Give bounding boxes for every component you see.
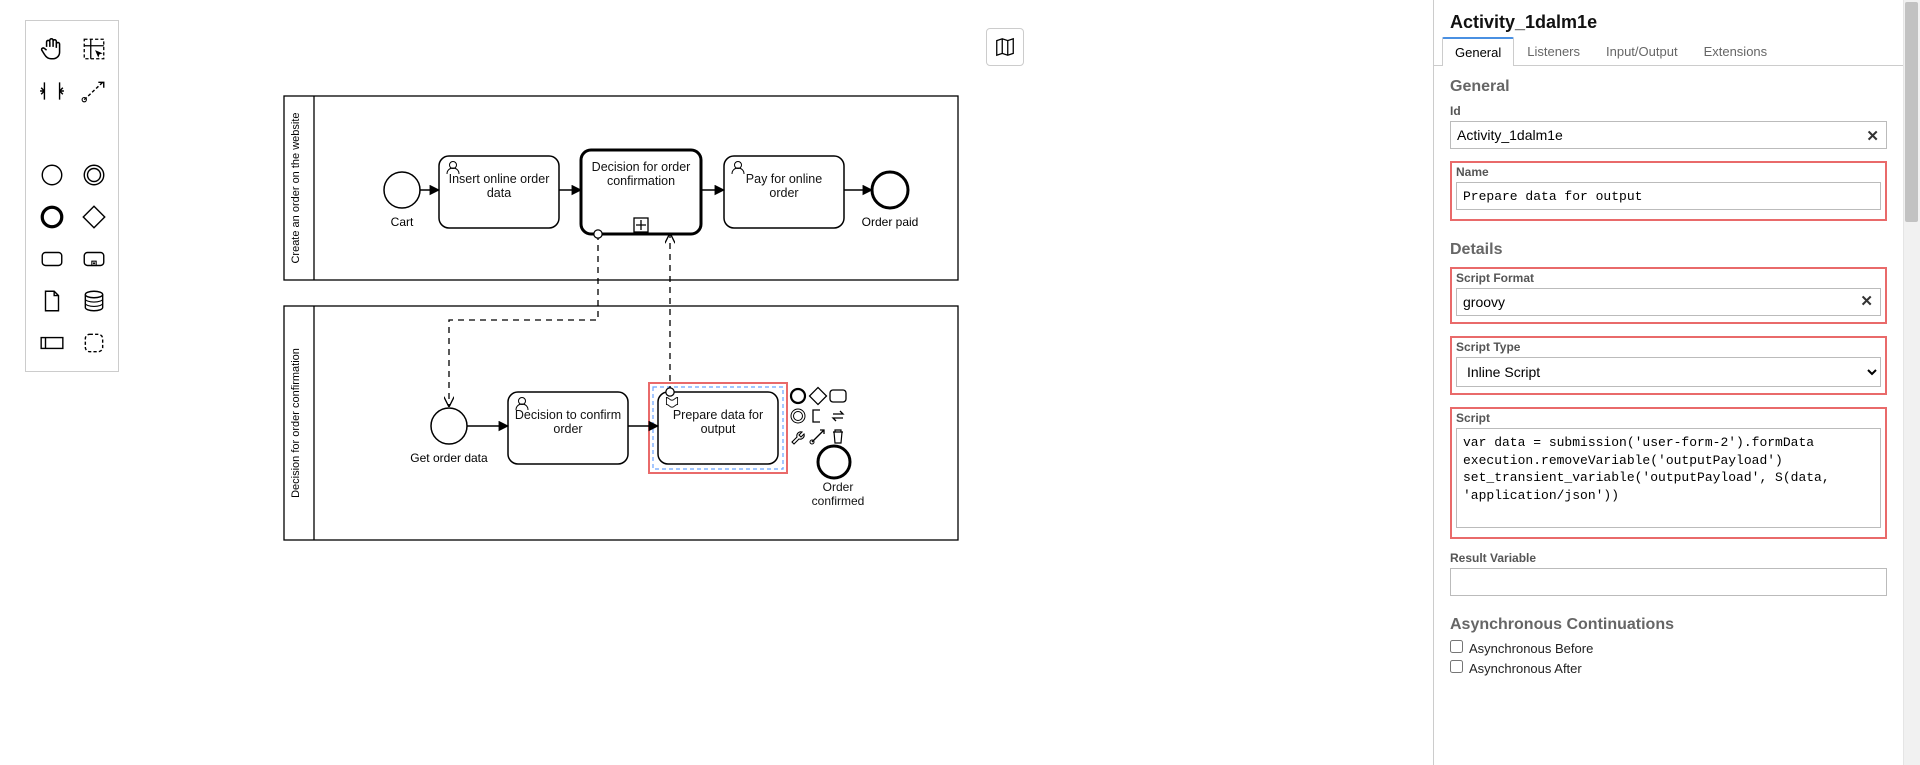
script-type-label: Script Type: [1456, 340, 1881, 354]
field-script-format: Script Format ✕: [1434, 263, 1903, 332]
svg-text:Get order data: Get order data: [410, 451, 488, 465]
script-type-select[interactable]: Inline Script: [1456, 357, 1881, 387]
pool1-title: Create an order on the website: [290, 112, 302, 263]
tab-listeners[interactable]: Listeners: [1514, 37, 1593, 66]
tab-io[interactable]: Input/Output: [1593, 37, 1691, 66]
pool-create-order[interactable]: Create an order on the website Cart Inse…: [284, 96, 958, 280]
section-async: Asynchronous Continuations: [1434, 604, 1903, 638]
field-script: Script var data = submission('user-form-…: [1434, 403, 1903, 547]
task-insert-order-data[interactable]: Insert online order data: [439, 156, 559, 228]
script-textarea[interactable]: var data = submission('user-form-2').for…: [1456, 428, 1881, 528]
field-name: Name Prepare data for output: [1434, 157, 1903, 229]
field-script-type: Script Type Inline Script: [1434, 332, 1903, 403]
section-general: General: [1434, 66, 1903, 100]
minimap-toggle[interactable]: [986, 28, 1024, 66]
name-input[interactable]: Prepare data for output: [1456, 182, 1881, 210]
async-before-checkbox[interactable]: [1450, 640, 1463, 653]
clear-icon[interactable]: ✕: [1866, 127, 1879, 145]
svg-text:Cart: Cart: [391, 215, 414, 229]
field-async-before: Asynchronous Before: [1434, 638, 1903, 658]
panel-tabs: General Listeners Input/Output Extension…: [1434, 37, 1903, 66]
scrollbar-thumb[interactable]: [1905, 2, 1918, 222]
subprocess-decision-confirmation[interactable]: Decision for order confirmation: [581, 150, 701, 234]
async-before-label[interactable]: Asynchronous Before: [1450, 641, 1593, 656]
async-after-label[interactable]: Asynchronous After: [1450, 661, 1582, 676]
panel-header-title: Activity_1dalm1e: [1434, 0, 1903, 37]
task-prepare-data-output[interactable]: Prepare data for output: [649, 383, 787, 473]
tab-general[interactable]: General: [1442, 37, 1514, 66]
bpmn-canvas[interactable]: Create an order on the website Cart Inse…: [0, 0, 1076, 765]
field-id: Id ✕: [1434, 100, 1903, 157]
script-format-input[interactable]: [1456, 288, 1881, 316]
tab-extensions[interactable]: Extensions: [1691, 37, 1781, 66]
field-result-variable: Result Variable: [1434, 547, 1903, 604]
result-variable-input[interactable]: [1450, 568, 1887, 596]
async-after-checkbox[interactable]: [1450, 660, 1463, 673]
field-async-after: Asynchronous After: [1434, 658, 1903, 678]
task-pay-online-order[interactable]: Pay for online order: [724, 156, 844, 228]
map-icon: [994, 36, 1016, 58]
script-format-label: Script Format: [1456, 271, 1881, 285]
name-label: Name: [1456, 165, 1881, 179]
pool2-title: Decision for order confirmation: [290, 348, 302, 498]
id-input[interactable]: [1450, 121, 1887, 149]
result-variable-label: Result Variable: [1450, 551, 1887, 565]
properties-panel: Activity_1dalm1e General Listeners Input…: [1433, 0, 1903, 765]
pool-decision-confirmation[interactable]: Decision for order confirmation Get orde…: [284, 306, 958, 540]
section-details: Details: [1434, 229, 1903, 263]
task-decision-confirm[interactable]: Decision to confirm order: [508, 392, 628, 464]
svg-text:Order paid: Order paid: [862, 215, 919, 229]
clear-icon[interactable]: ✕: [1860, 292, 1873, 310]
scrollbar[interactable]: [1903, 0, 1920, 765]
script-label: Script: [1456, 411, 1881, 425]
id-label: Id: [1450, 104, 1887, 118]
